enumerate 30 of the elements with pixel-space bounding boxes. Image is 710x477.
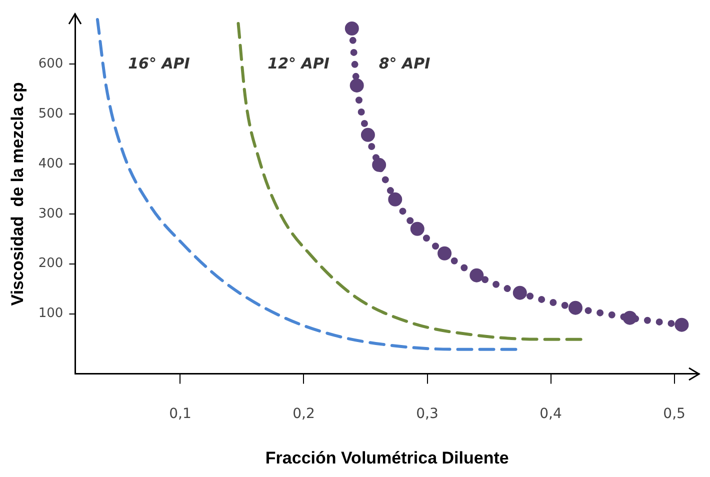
y-tick-label: 500 bbox=[38, 106, 64, 122]
point bbox=[360, 128, 375, 142]
x-axis-title: Fracción Volumétrica Diluente bbox=[265, 448, 509, 468]
y-tick-label: 100 bbox=[38, 306, 64, 322]
point bbox=[410, 222, 424, 236]
y-tick-label: 400 bbox=[38, 156, 64, 172]
series-label: 8° API bbox=[378, 54, 431, 72]
point bbox=[372, 158, 386, 172]
point bbox=[470, 268, 484, 282]
x-tick-label: 0,4 bbox=[540, 406, 562, 422]
point bbox=[568, 300, 582, 315]
y-tick-label: 300 bbox=[38, 206, 64, 222]
y-tick-label: 600 bbox=[38, 56, 64, 72]
point bbox=[350, 78, 364, 92]
series-label: 12° API bbox=[268, 54, 330, 72]
point bbox=[512, 286, 527, 300]
series-label: 16° API bbox=[128, 54, 190, 72]
x-tick-label: 0,5 bbox=[663, 406, 686, 422]
point bbox=[438, 246, 452, 260]
point bbox=[622, 310, 637, 325]
line-series bbox=[96, 18, 519, 351]
x-tick-label: 0,1 bbox=[169, 406, 192, 422]
y-axis-title: Viscosidad de la mezcla cp bbox=[8, 82, 27, 306]
point bbox=[674, 318, 689, 332]
x-tick-label: 0,3 bbox=[416, 406, 438, 422]
line-series bbox=[236, 22, 584, 341]
y-tick-label: 200 bbox=[38, 256, 64, 272]
point bbox=[388, 192, 402, 206]
x-tick-label: 0,2 bbox=[292, 406, 315, 422]
point bbox=[344, 21, 359, 36]
